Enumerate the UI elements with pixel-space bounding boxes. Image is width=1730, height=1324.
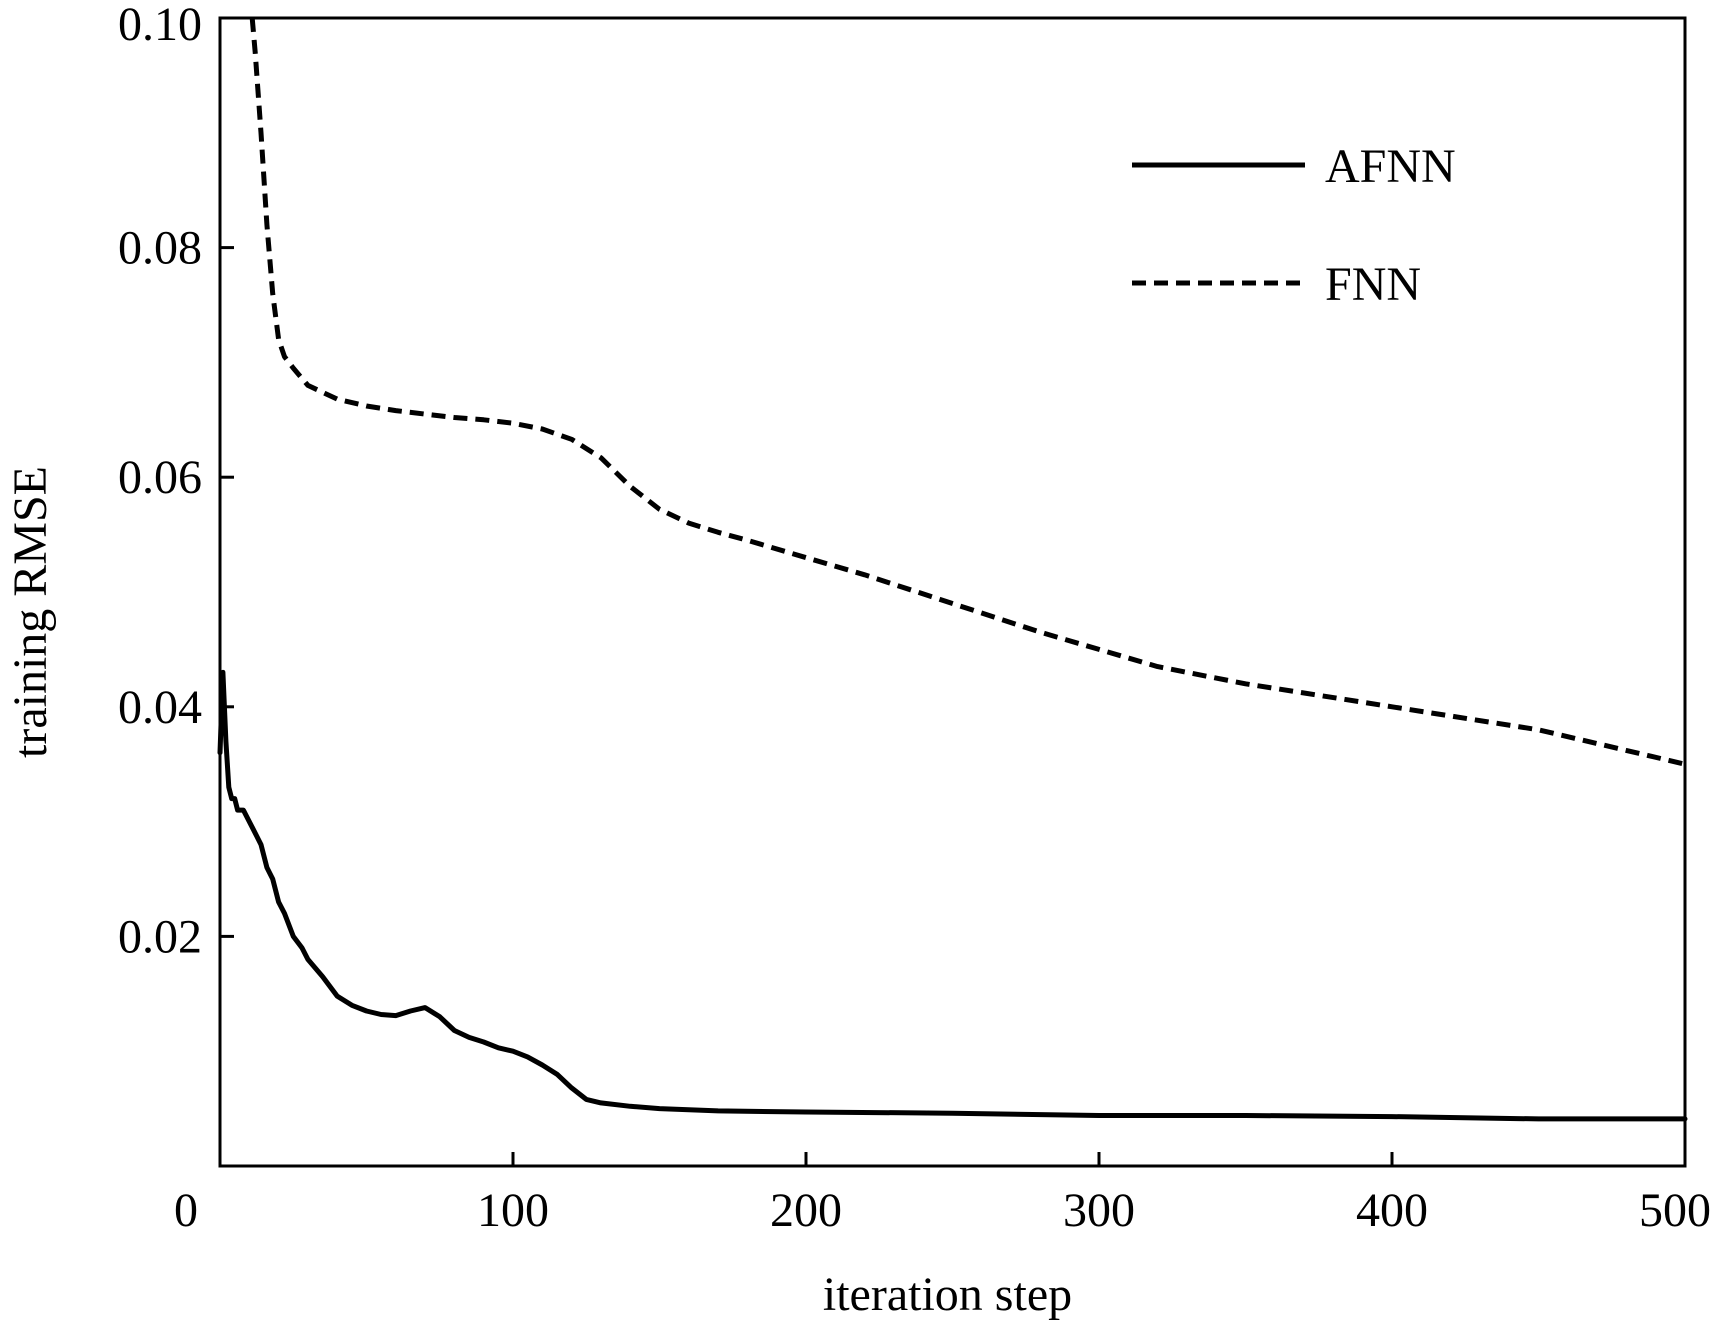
series — [217, 17, 1688, 1122]
legend: AFNN FNN — [1132, 140, 1456, 311]
legend-label-afnn: AFNN — [1325, 140, 1456, 193]
plot-frame — [218, 16, 1687, 1168]
x-tick-label: 100 — [477, 1184, 549, 1237]
x-tick-label: 400 — [1356, 1184, 1428, 1237]
x-tick-label: 300 — [1063, 1184, 1135, 1237]
legend-label-fnn: FNN — [1325, 258, 1421, 311]
x-axis-label: iteration step — [823, 1268, 1072, 1321]
y-axis-label: training RMSE — [4, 466, 57, 758]
x-tick-label: 200 — [770, 1184, 842, 1237]
y-tick-label: 0.02 — [118, 910, 202, 963]
series-line-fnn — [249, 17, 1686, 767]
y-tick-label: 0.08 — [118, 222, 202, 275]
x-tick-label: 500 — [1639, 1184, 1711, 1237]
y-tick-label: 0.10 — [118, 0, 202, 51]
y-tick-label: 0.04 — [118, 681, 202, 734]
y-tick-label: 0.06 — [118, 451, 202, 504]
series-line-afnn — [217, 669, 1688, 1122]
x-tick-label: 0 — [174, 1184, 198, 1237]
ticks: 0 100 200 300 400 500 0.02 0.04 0.06 0.08 0.10 — [118, 0, 1711, 1237]
